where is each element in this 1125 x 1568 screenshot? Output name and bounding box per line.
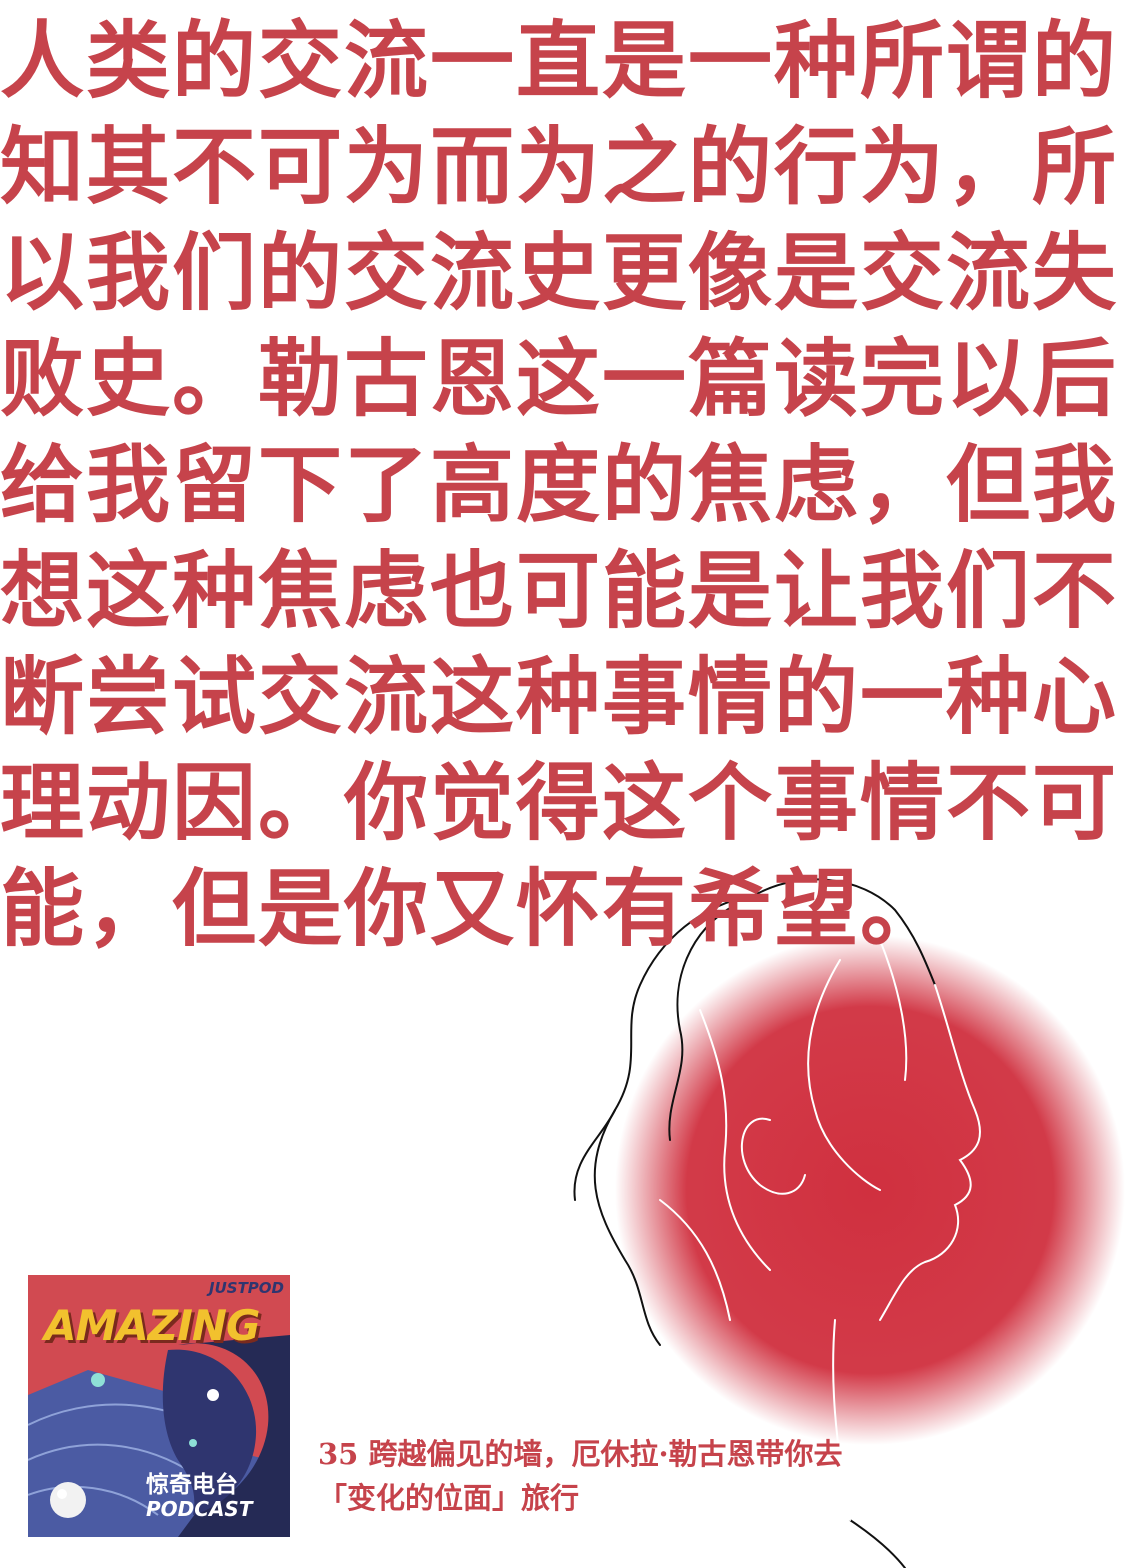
quote-line: 败史。勒古恩这一篇读完以后 xyxy=(0,329,1119,428)
face-outline xyxy=(659,939,981,1521)
quote-line: 断尝试交流这种事情的一种心 xyxy=(0,647,1119,746)
podcast-cover[interactable]: JUSTPOD AMAZING 惊奇电台 PODCAST xyxy=(28,1275,290,1537)
quote-line: 知其不可为而为之的行为，所 xyxy=(0,117,1119,216)
quote-text-block: 人类的交流一直是一种所谓的 知其不可为而为之的行为，所 以我们的交流史更像是交流… xyxy=(0,8,1119,962)
quote-line: 理动因。你觉得这个事情不可 xyxy=(0,753,1119,852)
woman-profile-illustration xyxy=(573,878,1125,1568)
quote-line: 以我们的交流史更像是交流失 xyxy=(0,223,1119,322)
quote-line: 想这种焦虑也可能是让我们不 xyxy=(0,541,1119,640)
quote-line: 给我留下了高度的焦虑，但我 xyxy=(0,435,1119,534)
show-title-cn: 惊奇电台 xyxy=(146,1472,238,1498)
amazing-logo: AMAZING xyxy=(44,1301,261,1350)
quote-line: 人类的交流一直是一种所谓的 xyxy=(0,11,1119,110)
cover-artwork xyxy=(28,1335,290,1537)
quote-line: 能，但是你又怀有希望。 xyxy=(0,859,947,958)
show-subtitle: PODCAST xyxy=(146,1497,253,1521)
episode-title-line1: 35 跨越偏见的墙，厄休拉·勒古恩带你去 xyxy=(318,1437,843,1471)
justpod-logo: JUSTPOD xyxy=(209,1279,284,1297)
red-circle xyxy=(615,935,1125,1445)
hair-outline xyxy=(573,878,936,1568)
episode-caption[interactable]: 35 跨越偏见的墙，厄休拉·勒古恩带你去 「变化的位面」旅行 xyxy=(318,1432,1018,1520)
episode-title-line2: 「变化的位面」旅行 xyxy=(318,1481,580,1515)
